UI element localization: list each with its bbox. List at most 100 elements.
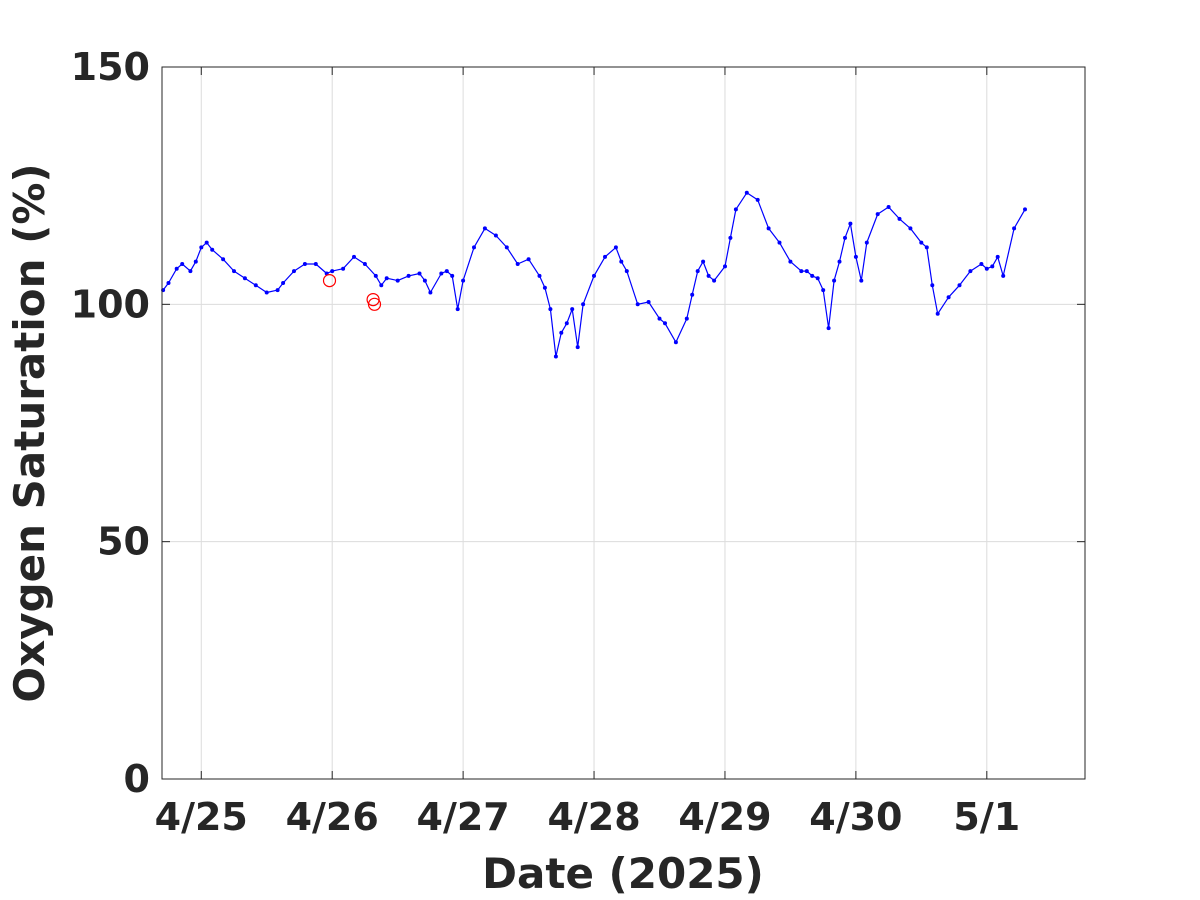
- x-tick-label: 4/30: [809, 795, 902, 839]
- data-point: [908, 226, 913, 231]
- data-point: [864, 240, 869, 245]
- data-point: [875, 212, 880, 217]
- data-point: [619, 259, 624, 264]
- y-tick-label: 150: [71, 45, 150, 89]
- data-point: [482, 226, 487, 231]
- data-point: [553, 354, 558, 359]
- data-point: [281, 281, 286, 285]
- data-point: [204, 240, 209, 245]
- data-point: [695, 269, 700, 274]
- data-point: [384, 276, 389, 281]
- data-point: [406, 273, 411, 278]
- x-tick-label: 4/25: [155, 795, 248, 839]
- data-point: [461, 278, 466, 283]
- data-series: [161, 190, 1027, 359]
- data-point: [313, 262, 318, 266]
- outlier-point: [322, 274, 337, 288]
- data-point: [788, 259, 793, 264]
- data-point: [242, 276, 247, 281]
- data-point: [744, 190, 749, 195]
- data-point: [379, 283, 384, 288]
- data-point: [542, 285, 547, 290]
- data-point: [493, 233, 498, 238]
- data-point: [417, 271, 422, 276]
- x-tick-label: 4/27: [417, 795, 510, 839]
- data-point: [859, 278, 864, 283]
- axis-ticks: 4/25 4/26 4/27 4/28 4/29 4/30 5/1 0 50 100 150: [71, 45, 1085, 839]
- data-point: [210, 247, 215, 252]
- data-point: [341, 266, 346, 271]
- data-point: [180, 262, 185, 266]
- data-point: [232, 269, 236, 274]
- data-point: [826, 326, 831, 331]
- data-point: [515, 262, 520, 266]
- data-point: [575, 345, 580, 350]
- data-point: [837, 259, 842, 264]
- x-tick-label: 4/29: [678, 795, 771, 839]
- plot-area: [162, 67, 1085, 779]
- data-point: [1001, 273, 1006, 278]
- data-point: [777, 240, 782, 245]
- data-point: [592, 273, 596, 278]
- data-point: [728, 235, 733, 240]
- data-point: [581, 302, 586, 307]
- data-point: [690, 292, 695, 297]
- data-point: [657, 316, 662, 321]
- data-point: [174, 266, 179, 271]
- data-point: [221, 257, 226, 262]
- data-point: [919, 240, 924, 245]
- data-point: [755, 197, 760, 202]
- data-point: [766, 226, 771, 231]
- data-point: [995, 254, 1000, 259]
- data-point: [526, 257, 531, 262]
- plot-frame: [161, 66, 1086, 780]
- data-point: [843, 235, 847, 240]
- y-tick-label: 100: [71, 282, 150, 326]
- data-point: [373, 273, 378, 278]
- data-point: [646, 300, 651, 304]
- data-point: [804, 269, 809, 274]
- data-point: [930, 283, 935, 288]
- data-point: [199, 245, 204, 250]
- outlier-points: [322, 274, 382, 311]
- data-point: [188, 269, 193, 274]
- data-point: [193, 259, 198, 264]
- data-point: [1012, 226, 1017, 231]
- data-point: [723, 264, 727, 269]
- data-point: [853, 254, 858, 259]
- data-point: [663, 321, 667, 326]
- data-point: [548, 307, 553, 312]
- data-point: [559, 330, 564, 335]
- y-axis-label: Oxygen Saturation (%): [5, 163, 54, 702]
- x-tick-label: 4/28: [547, 795, 640, 839]
- data-point: [712, 278, 717, 283]
- data-point: [897, 216, 902, 221]
- grid-lines: [162, 67, 1085, 779]
- data-point: [570, 307, 575, 312]
- x-axis-label: Date (2025): [482, 849, 764, 898]
- data-point: [810, 273, 815, 278]
- data-point: [428, 290, 433, 295]
- data-point: [848, 221, 853, 226]
- data-point: [979, 262, 984, 266]
- data-point: [504, 245, 509, 250]
- data-point: [444, 269, 449, 274]
- data-point: [166, 281, 171, 285]
- x-tick-label: 4/26: [286, 795, 379, 839]
- data-point: [450, 273, 455, 278]
- data-point: [815, 276, 820, 281]
- data-point: [1023, 207, 1027, 212]
- data-point: [564, 321, 569, 326]
- y-tick-label: 0: [124, 757, 150, 801]
- data-point: [946, 295, 951, 300]
- data-point: [395, 278, 400, 283]
- data-point: [624, 269, 629, 274]
- data-point: [733, 207, 738, 212]
- data-point: [799, 269, 804, 274]
- data-point: [253, 283, 258, 288]
- x-tick-label: 5/1: [953, 795, 1020, 839]
- data-point: [990, 264, 995, 269]
- data-point: [362, 262, 367, 266]
- data-point: [537, 273, 542, 278]
